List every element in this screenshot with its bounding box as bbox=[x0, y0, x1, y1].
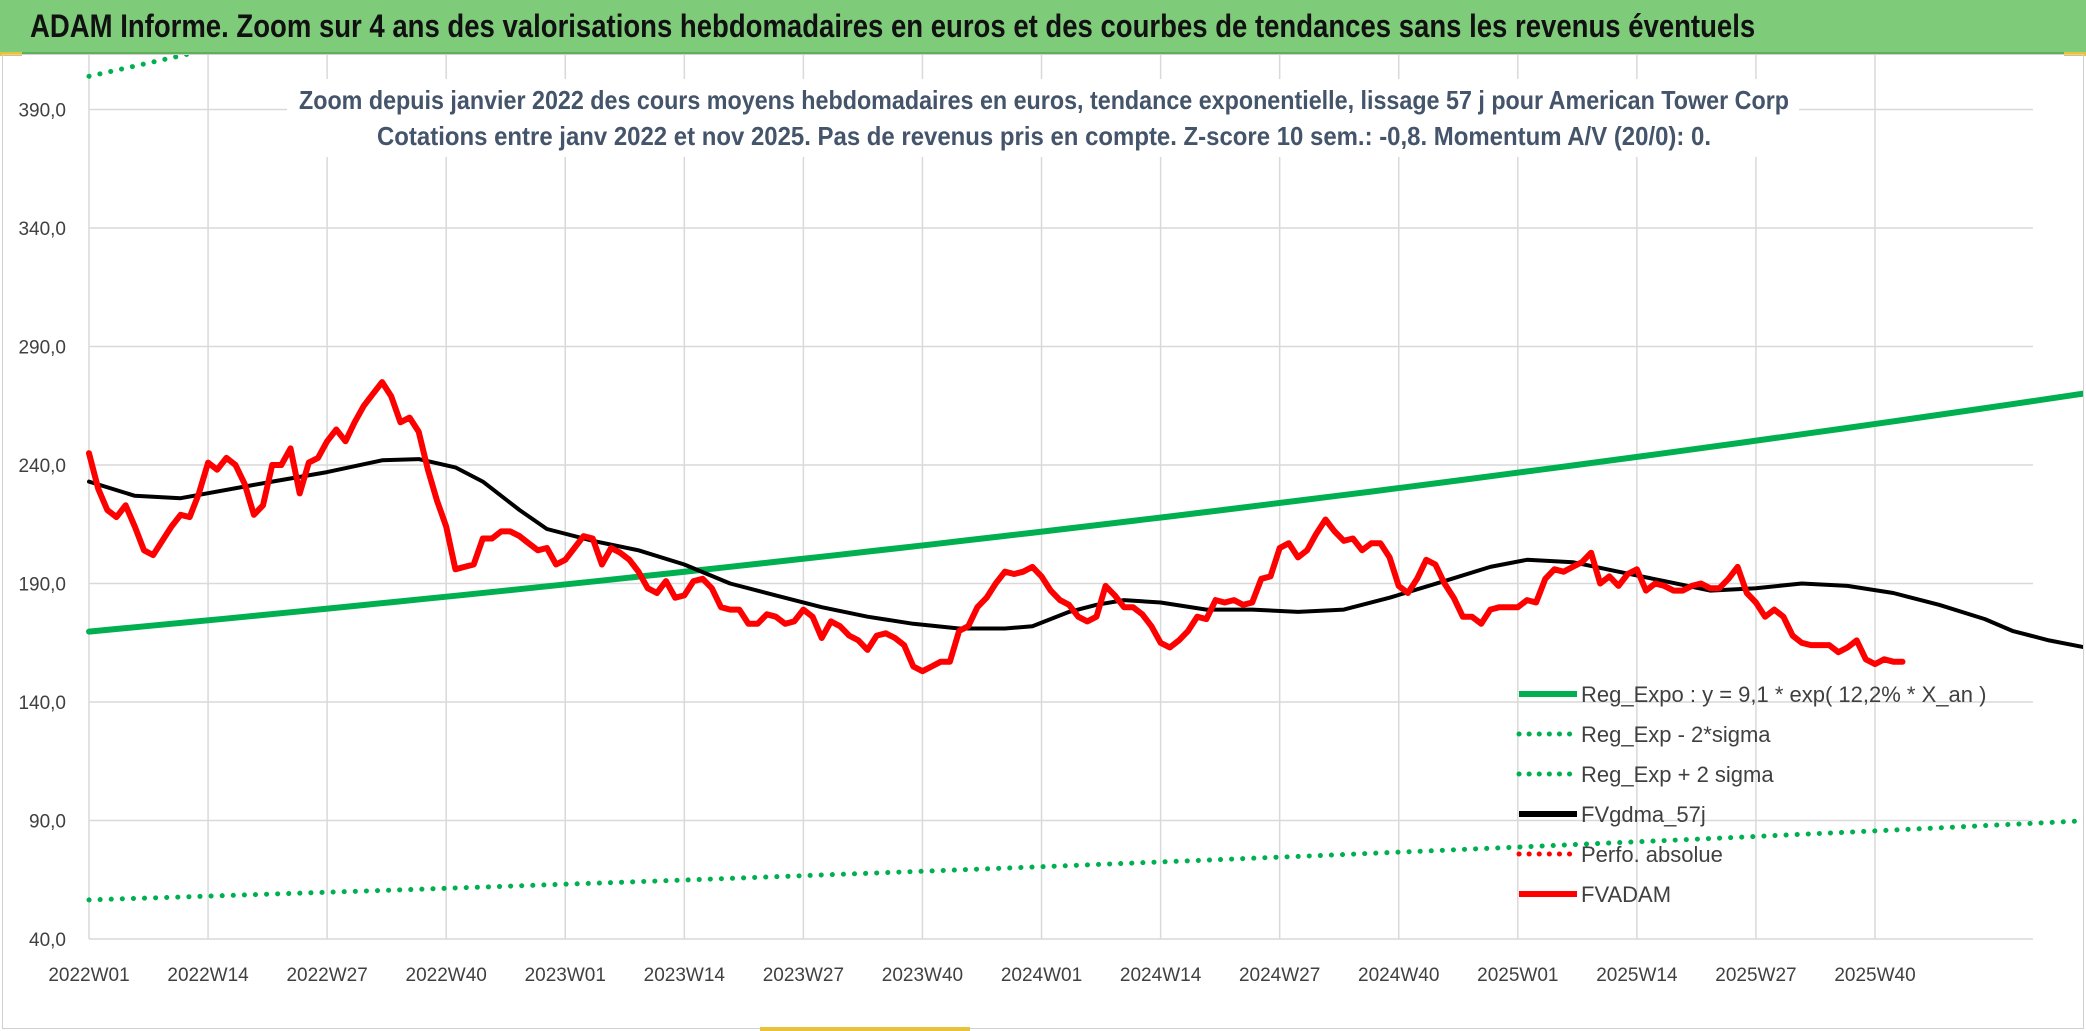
x-tick-label: 2023W27 bbox=[763, 965, 844, 986]
x-tick-label: 2025W01 bbox=[1477, 965, 1558, 986]
x-tick-label: 2024W01 bbox=[1001, 965, 1082, 986]
x-tick-label: 2024W27 bbox=[1239, 965, 1320, 986]
x-tick-label: 2025W40 bbox=[1834, 965, 1915, 986]
line-chart: 40,0 90,0 140,0 190,0 240,0 290,0 340,0 390,0 2… bbox=[18, 55, 2083, 986]
y-axis-labels: 40,0 90,0 140,0 190,0 240,0 290,0 340,0 390,0 bbox=[18, 101, 66, 951]
series-fvadam bbox=[86, 379, 1906, 675]
corner-accent-bottom bbox=[760, 1027, 970, 1031]
y-tick-label: 90,0 bbox=[29, 812, 66, 833]
y-tick-label: 140,0 bbox=[18, 693, 66, 714]
series-lines bbox=[86, 55, 2083, 903]
x-tick-label: 2022W27 bbox=[286, 965, 367, 986]
y-tick-label: 340,0 bbox=[18, 219, 66, 240]
report-title: ADAM Informe. Zoom sur 4 ans des valoris… bbox=[30, 8, 1756, 44]
y-tick-label: 40,0 bbox=[29, 930, 66, 951]
legend-label: Reg_Exp + 2 sigma bbox=[1581, 762, 1774, 787]
x-tick-label: 2022W40 bbox=[406, 965, 487, 986]
legend-label: Reg_Exp - 2*sigma bbox=[1581, 722, 1771, 747]
legend: Reg_Expo : y = 9,1 * exp( 12,2% * X_an )… bbox=[1516, 682, 1986, 907]
legend-label: Perfo. absolue bbox=[1581, 842, 1723, 867]
x-tick-label: 2024W40 bbox=[1358, 965, 1439, 986]
y-tick-label: 240,0 bbox=[18, 456, 66, 477]
series-reg-exp-2-sigma bbox=[86, 55, 196, 79]
x-axis-labels: 2022W01 2022W14 2022W27 2022W40 2023W01 2023W… bbox=[48, 965, 1915, 986]
gridlines bbox=[88, 55, 2033, 940]
x-tick-label: 2024W14 bbox=[1120, 965, 1202, 986]
x-tick-label: 2025W14 bbox=[1596, 965, 1678, 986]
title-backdrop bbox=[287, 79, 1799, 157]
x-tick-label: 2022W01 bbox=[48, 965, 129, 986]
report-banner: ADAM Informe. Zoom sur 4 ans des valoris… bbox=[0, 0, 2086, 54]
legend-label: FVgdma_57j bbox=[1581, 802, 1706, 827]
x-tick-label: 2025W27 bbox=[1715, 965, 1796, 986]
chart-area: 40,0 90,0 140,0 190,0 240,0 290,0 340,0 390,0 2… bbox=[2, 54, 2084, 1029]
chart-title-line-2: Cotations entre janv 2022 et nov 2025. P… bbox=[377, 121, 1711, 151]
series-fvgdma-57j bbox=[87, 457, 2083, 650]
series-reg-expo bbox=[86, 390, 2083, 635]
chart-title-line-1: Zoom depuis janvier 2022 des cours moyen… bbox=[299, 85, 1789, 115]
legend-label: FVADAM bbox=[1581, 882, 1671, 907]
series-reg-exp-2-sigma bbox=[86, 818, 2083, 903]
y-tick-label: 390,0 bbox=[18, 101, 66, 122]
x-tick-label: 2023W40 bbox=[882, 965, 963, 986]
x-tick-label: 2023W01 bbox=[525, 965, 606, 986]
legend-label: Reg_Expo : y = 9,1 * exp( 12,2% * X_an ) bbox=[1581, 682, 1986, 707]
y-tick-label: 290,0 bbox=[18, 338, 66, 359]
x-tick-label: 2023W14 bbox=[644, 965, 726, 986]
x-tick-label: 2022W14 bbox=[167, 965, 249, 986]
y-tick-label: 190,0 bbox=[18, 575, 66, 596]
